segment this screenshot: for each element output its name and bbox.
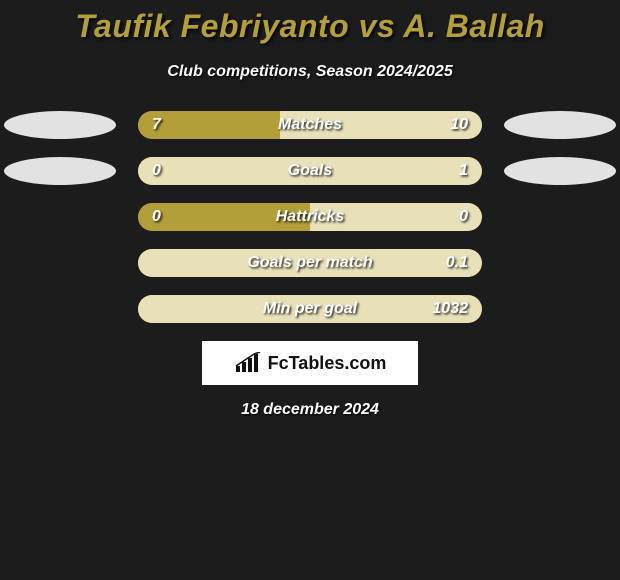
- subtitle: Club competitions, Season 2024/2025: [0, 63, 620, 81]
- stat-row: 00Hattricks: [0, 203, 620, 231]
- stat-row: 0.1Goals per match: [0, 249, 620, 277]
- stat-row: 01Goals: [0, 157, 620, 185]
- stat-bar: 710Matches: [138, 111, 482, 139]
- player-left-ellipse: [4, 111, 116, 139]
- bar-right-fill: [310, 203, 482, 231]
- player-left-ellipse: [4, 157, 116, 185]
- date-label: 18 december 2024: [0, 401, 620, 419]
- stat-row: 1032Min per goal: [0, 295, 620, 323]
- bar-left-fill: [138, 111, 280, 139]
- bars-icon: [234, 352, 262, 374]
- stat-row: 710Matches: [0, 111, 620, 139]
- bar-right-fill: [138, 157, 482, 185]
- player-right-ellipse: [504, 157, 616, 185]
- logo-box: FcTables.com: [202, 341, 418, 385]
- comparison-card: Taufik Febriyanto vs A. Ballah Club comp…: [0, 0, 620, 580]
- stat-bar: 01Goals: [138, 157, 482, 185]
- bar-right-fill: [138, 249, 482, 277]
- stat-bar: 00Hattricks: [138, 203, 482, 231]
- stats-bars: 710Matches 01Goals 00Hattricks 0.1Goals per…: [0, 111, 620, 323]
- bar-left-fill: [138, 203, 310, 231]
- bar-right-fill: [138, 295, 482, 323]
- stat-bar: 0.1Goals per match: [138, 249, 482, 277]
- stat-bar: 1032Min per goal: [138, 295, 482, 323]
- logo-text: FcTables.com: [268, 353, 387, 374]
- page-title: Taufik Febriyanto vs A. Ballah: [0, 0, 620, 45]
- bar-right-fill: [280, 111, 482, 139]
- player-right-ellipse: [504, 111, 616, 139]
